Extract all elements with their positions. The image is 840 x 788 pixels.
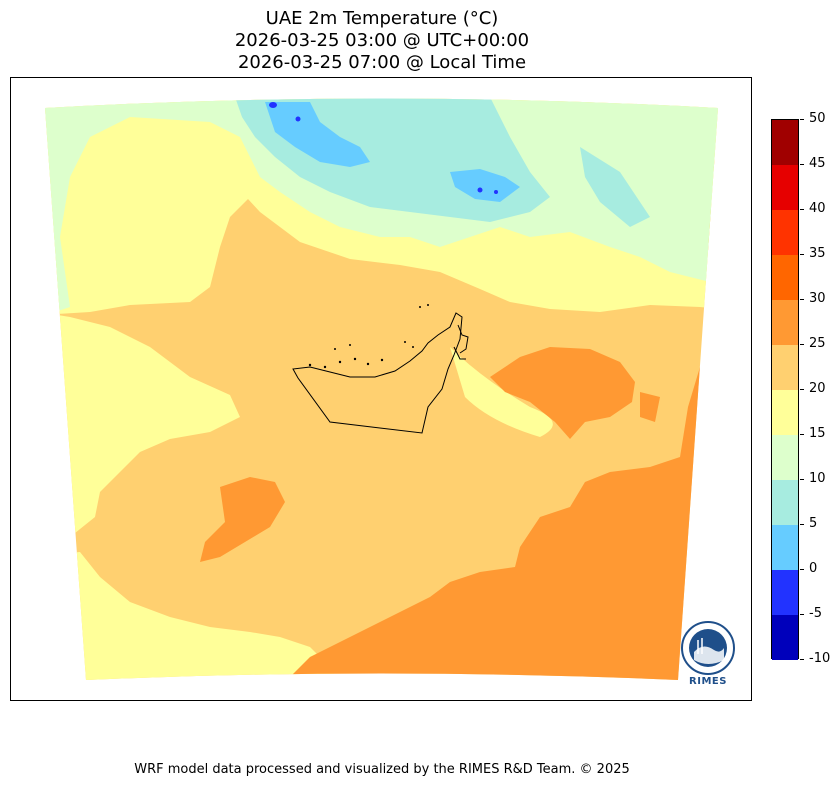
colorbar-segment	[772, 570, 798, 615]
uae-islands	[308, 304, 429, 369]
band-10-east	[580, 147, 650, 227]
map-title-line1: UAE 2m Temperature (°C)	[265, 8, 499, 29]
colorbar-segment	[772, 300, 798, 345]
colorbar-segment	[772, 210, 798, 255]
colorbar-segment	[772, 525, 798, 570]
colorbar	[771, 119, 799, 660]
band-30-east-coast	[640, 392, 660, 422]
band-30-east-inland	[490, 347, 635, 439]
logo-text: RIMES	[689, 676, 727, 687]
colorbar-segment	[772, 165, 798, 210]
band-5-b	[450, 169, 520, 202]
colorbar-segment	[772, 480, 798, 525]
band-0-c	[477, 187, 483, 193]
colorbar-segment	[772, 435, 798, 480]
uae-boundary	[292, 312, 469, 434]
colorbar-segment	[772, 120, 798, 165]
band-20-southwest	[45, 552, 350, 680]
band-0	[269, 102, 277, 108]
colorbar-segment	[772, 390, 798, 435]
temperature-map	[45, 98, 718, 680]
colorbar-segment	[772, 615, 798, 660]
rimes-logo: RIMES	[678, 620, 738, 688]
footer-credit: WRF model data processed and visualized …	[134, 762, 630, 777]
band-20-coast	[450, 347, 553, 437]
colorbar-segment	[772, 345, 798, 390]
globe-icon	[681, 621, 735, 675]
map-title-line2: 2026-03-25 03:00 @ UTC+00:00	[234, 30, 530, 51]
band-30-southeast	[270, 367, 718, 680]
map-title-line3: 2026-03-25 07:00 @ Local Time	[237, 52, 527, 73]
band-0-d	[494, 190, 498, 194]
band-0-b	[295, 116, 301, 122]
colorbar-segment	[772, 255, 798, 300]
band-5	[265, 102, 370, 167]
band-30-west-inland	[200, 477, 285, 562]
